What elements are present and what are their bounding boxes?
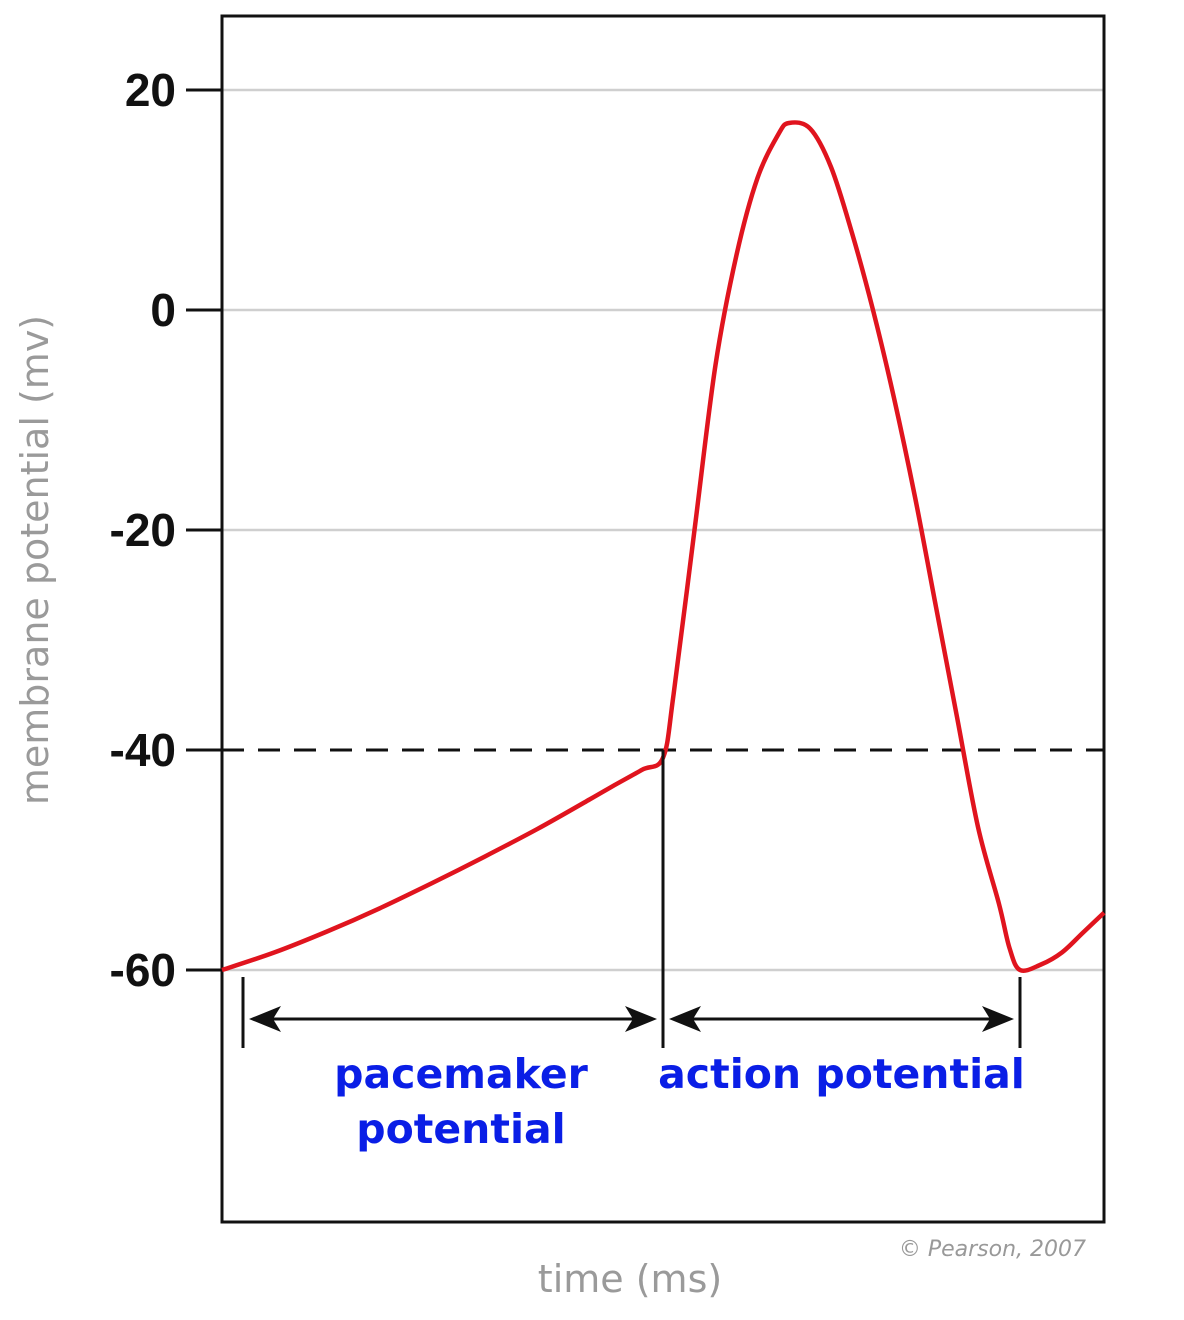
interval-label: potential xyxy=(356,1105,565,1153)
y-axis-ticks: 20 0 -20 -40 -60 xyxy=(110,64,222,996)
membrane-potential-line xyxy=(221,120,1106,973)
interval-arrowhead-right xyxy=(625,1006,657,1032)
interval-action: action potential xyxy=(658,750,1025,1098)
interval-pacemaker: pacemaker potential xyxy=(241,977,665,1153)
y-tick-label: -60 xyxy=(110,944,176,996)
y-tick-label: 20 xyxy=(125,64,176,116)
y-axis-label: membrane potential (mv) xyxy=(13,315,57,805)
interval-arrowhead-left xyxy=(249,1006,281,1032)
copyright-notice: © Pearson, 2007 xyxy=(899,1237,1086,1262)
interval-arrowhead-left xyxy=(669,1006,701,1032)
interval-annotations: pacemaker potential action potential xyxy=(241,750,1025,1153)
x-axis-label: time (ms) xyxy=(538,1257,722,1301)
y-tick-label: 0 xyxy=(150,284,176,336)
y-tick-label: -20 xyxy=(110,504,176,556)
interval-arrowhead-right xyxy=(982,1006,1014,1032)
interval-label: pacemaker xyxy=(334,1050,588,1098)
interval-label: action potential xyxy=(658,1050,1025,1098)
y-tick-label: -40 xyxy=(110,724,176,776)
plot-frame xyxy=(220,14,1106,1224)
